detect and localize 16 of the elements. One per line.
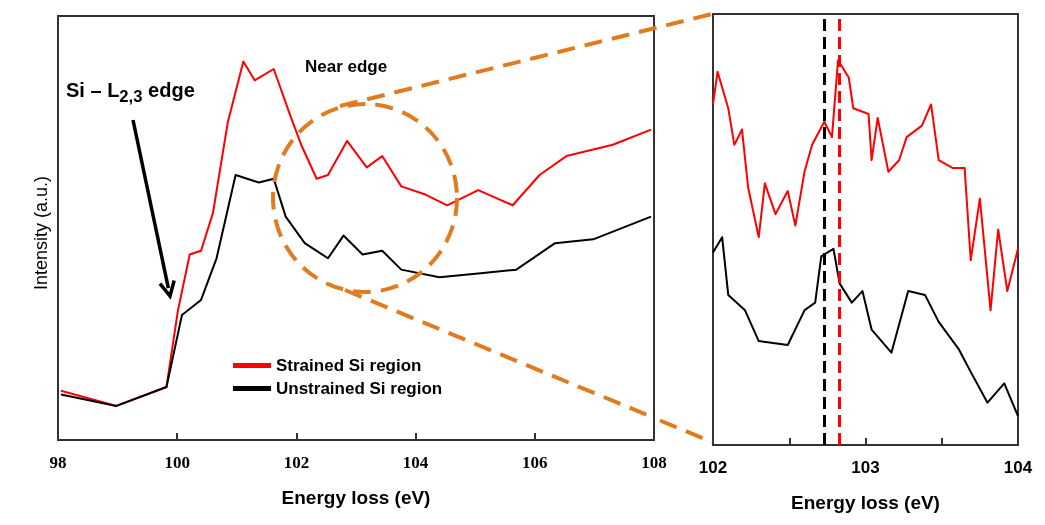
legend-label: Strained Si region [276,356,422,375]
legend-label: Unstrained Si region [276,379,443,398]
x-tick-label: 103 [851,458,880,477]
annotation: Si – L$_{2,3}$ edge [64,78,197,108]
x-tick-label: 104 [1003,458,1033,477]
x-tick-label: 100 [164,453,190,472]
x-tick-label: 108 [641,453,667,472]
x-tick-label: 102 [283,453,310,472]
x-axis-title: Energy loss (eV) [791,492,940,513]
x-tick-label: 104 [402,453,429,472]
x-axis-title: Energy loss (eV) [281,487,431,508]
x-tick-label: 102 [698,458,728,477]
x-tick-label: 106 [522,453,548,472]
x-tick-label: 98 [49,453,67,472]
annotation: Near edge [305,57,388,76]
y-axis-title: Intensity (a.u.) [31,175,51,290]
